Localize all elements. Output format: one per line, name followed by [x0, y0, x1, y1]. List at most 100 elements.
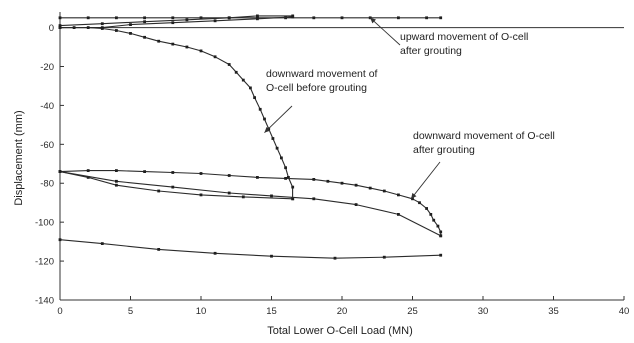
- data-point-4-18: [425, 207, 428, 210]
- series-6: [58, 238, 443, 260]
- data-point-2-12: [227, 63, 231, 66]
- data-point-1-5: [256, 14, 259, 18]
- data-point-1-10: [171, 21, 175, 25]
- data-point-5-2: [354, 203, 358, 206]
- data-point-2-6: [143, 35, 146, 39]
- data-point-6-1: [100, 242, 104, 245]
- data-point-0-13: [425, 16, 428, 20]
- data-point-4-11: [340, 181, 344, 185]
- y-tick-label-5: -100: [35, 218, 54, 229]
- annotation-arrow-1: [264, 105, 293, 133]
- data-point-4-6: [227, 174, 231, 177]
- x-tick-label-7: 35: [548, 306, 559, 317]
- data-point-4-8: [284, 177, 287, 180]
- y-tick-label-1: -20: [40, 62, 54, 73]
- data-point-5-0: [439, 234, 443, 238]
- data-point-0-5: [199, 16, 203, 20]
- data-point-2-7: [157, 39, 161, 43]
- data-point-4-19: [429, 213, 433, 216]
- x-tick-label-2: 10: [196, 306, 207, 317]
- data-point-6-7: [439, 253, 443, 257]
- series-4: [58, 169, 443, 238]
- data-point-0-11: [368, 16, 372, 20]
- data-point-2-8: [171, 42, 175, 46]
- annotation-2: downward movement of O-cell after groutin…: [410, 130, 555, 200]
- data-point-1-4: [227, 16, 231, 20]
- data-point-4-22: [439, 230, 443, 234]
- data-point-2-4: [115, 29, 118, 32]
- x-tick-label-6: 30: [478, 306, 489, 317]
- data-point-1-2: [143, 20, 146, 24]
- data-point-6-4: [270, 254, 273, 258]
- data-point-1-8: [256, 17, 259, 21]
- data-point-2-1: [72, 26, 76, 29]
- annotation-arrow-0: [369, 17, 401, 46]
- data-point-4-10: [326, 179, 330, 183]
- data-point-2-23: [284, 166, 287, 170]
- data-point-5-3: [312, 197, 316, 201]
- data-point-3-0: [291, 197, 295, 201]
- data-point-2-24: [287, 176, 290, 179]
- data-point-1-7: [291, 15, 295, 19]
- annotation-1: downward movement of O-cell before grouti…: [264, 68, 378, 133]
- data-point-3-2: [199, 193, 203, 197]
- annotation-arrowhead-0: [370, 17, 376, 24]
- data-point-2-9: [185, 45, 189, 49]
- data-point-4-2: [115, 169, 118, 172]
- data-point-2-17: [258, 107, 262, 111]
- series-2: [58, 26, 295, 201]
- data-point-5-6: [171, 185, 175, 189]
- y-tick-label-6: -120: [35, 257, 54, 268]
- data-point-0-0: [58, 16, 62, 20]
- x-tick-label-4: 20: [337, 306, 348, 317]
- data-point-4-20: [432, 218, 436, 222]
- y-tick-label-7: -140: [35, 296, 54, 307]
- data-point-0-10: [340, 16, 344, 20]
- data-point-2-3: [100, 27, 104, 30]
- y-tick-label-2: -40: [40, 101, 54, 112]
- series-5: [58, 170, 443, 238]
- data-point-4-12: [354, 183, 358, 187]
- data-point-4-1: [86, 169, 90, 172]
- data-point-0-4: [171, 16, 175, 20]
- data-point-1-3: [185, 18, 189, 22]
- axes: 0 5 10 15 20 25 30 35 40 0 -20 -40 -60 -80 -100 -120 -14…: [35, 12, 629, 317]
- data-point-6-2: [157, 248, 161, 251]
- x-axis-title: Total Lower O-Cell Load (MN): [267, 325, 413, 337]
- x-tick-label-8: 40: [619, 306, 630, 317]
- data-point-4-7: [256, 176, 259, 179]
- annotation-arrowhead-1: [264, 127, 271, 133]
- data-point-5-4: [270, 194, 273, 198]
- data-point-0-9: [312, 16, 316, 20]
- data-point-1-9: [213, 19, 217, 23]
- data-point-2-25: [291, 185, 295, 189]
- series-line-6: [59, 239, 441, 259]
- data-point-4-15: [397, 193, 400, 197]
- data-point-2-14: [241, 78, 245, 82]
- x-tick-label-5: 25: [407, 306, 418, 317]
- data-point-5-5: [227, 191, 231, 195]
- data-point-2-5: [129, 32, 132, 35]
- data-point-5-1: [397, 213, 400, 216]
- data-point-4-9: [312, 178, 316, 181]
- annotation-arrowhead-2: [411, 192, 417, 199]
- data-point-4-5: [199, 172, 203, 175]
- data-point-2-16: [253, 96, 256, 99]
- data-point-3-3: [157, 189, 161, 193]
- annotation-arrow-2: [410, 161, 441, 200]
- data-point-2-22: [280, 156, 283, 160]
- data-point-0-12: [397, 16, 400, 20]
- annotation-0-line-0: upward movement of O-cell: [400, 31, 528, 43]
- data-point-6-6: [382, 255, 386, 259]
- series-3: [58, 170, 295, 201]
- data-point-4-16: [411, 197, 414, 201]
- data-point-4-4: [171, 171, 175, 174]
- data-point-0-3: [143, 16, 146, 20]
- x-tick-label-1: 5: [128, 306, 133, 317]
- data-point-2-11: [213, 55, 217, 59]
- y-tick-label-4: -80: [40, 179, 54, 190]
- data-point-4-21: [436, 224, 440, 228]
- data-point-1-0: [58, 24, 62, 27]
